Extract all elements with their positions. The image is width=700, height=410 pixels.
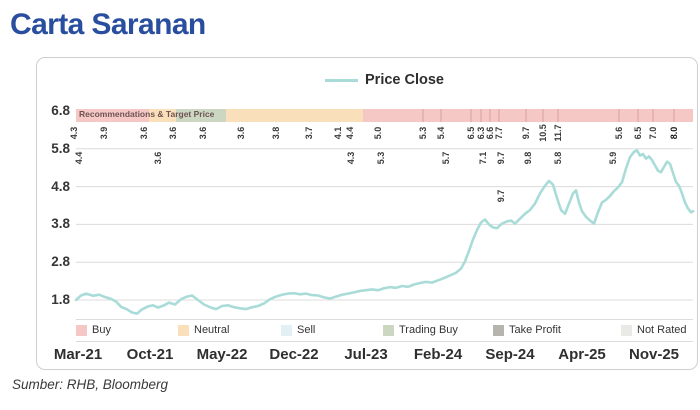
plot-area <box>74 106 695 320</box>
page-title: Carta Saranan <box>10 8 206 41</box>
target-price-label: 7.0 <box>648 126 658 140</box>
target-price-label: 6.5 <box>466 126 476 140</box>
rating-swatch <box>76 324 87 336</box>
target-price-label: 3.6 <box>236 126 246 140</box>
target-price-label: 4.3 <box>346 151 356 165</box>
target-price-label: 9.7 <box>521 126 531 140</box>
recommendations-band-label: Recommendations & Target Price <box>79 109 215 119</box>
target-price-label: 3.7 <box>304 126 314 140</box>
rating-legend-item-sell: Sell <box>281 324 315 336</box>
target-price-label: 5.9 <box>608 151 618 165</box>
target-price-label: 5.7 <box>441 151 451 165</box>
recommendation-band-segment <box>76 109 149 122</box>
x-axis-tick: Sep-24 <box>485 346 535 363</box>
target-price-label: 3.6 <box>153 151 163 165</box>
rating-label: Trading Buy <box>399 324 458 336</box>
legend-label: Price Close <box>365 72 444 88</box>
x-axis-tick: Mar-21 <box>53 346 103 363</box>
target-price-label: 4.4 <box>345 126 355 140</box>
target-price-label: 9.8 <box>523 151 533 165</box>
rating-label: Sell <box>297 324 316 336</box>
target-price-label: 3.6 <box>168 126 178 140</box>
chart-card: Price Close Recommendations & Target Pri… <box>36 57 698 370</box>
target-price-label: 5.3 <box>376 151 386 165</box>
x-axis-tick: Feb-24 <box>413 346 463 363</box>
ratings-legend: Buy Neutral Sell Trading Buy Take Profit Not … <box>76 319 693 342</box>
x-axis-tick: Jul-23 <box>344 346 388 363</box>
rating-legend-item-take-profit: Take Profit <box>493 324 561 336</box>
target-price-label: 5.0 <box>373 126 383 140</box>
y-axis-tick: 6.8 <box>51 103 70 118</box>
price-close-line-swatch <box>325 78 358 82</box>
target-price-label: 5.6 <box>614 126 624 140</box>
target-price-label: 5.3 <box>418 126 428 140</box>
price-chart-svg <box>74 109 695 315</box>
y-axis-tick: 1.8 <box>51 292 70 307</box>
target-price-label: 5.4 <box>436 126 446 140</box>
rating-swatch <box>383 324 394 336</box>
target-price-label: 3.6 <box>139 126 149 140</box>
target-price-label: 3.9 <box>99 126 109 140</box>
target-price-label: 4.3 <box>69 126 79 140</box>
target-price-label: 8.0 <box>669 126 679 140</box>
rating-label: Neutral <box>194 324 230 336</box>
rating-swatch <box>281 324 292 336</box>
target-price-label: 11.7 <box>553 124 563 142</box>
y-axis-tick: 2.8 <box>51 254 70 270</box>
rating-legend-item-buy: Buy <box>76 324 111 336</box>
rating-label: Not Rated <box>637 324 687 336</box>
target-price-label: 6.5 <box>633 126 643 140</box>
x-axis-tick: Nov-25 <box>628 346 680 363</box>
recommendation-band-segment <box>176 109 226 122</box>
rating-label: Buy <box>92 324 111 336</box>
x-axis-tick: Apr-25 <box>558 346 606 363</box>
target-price-label: 4.1 <box>333 126 343 140</box>
target-price-label: 3.6 <box>198 126 208 140</box>
recommendation-band-segment <box>149 109 176 122</box>
target-price-label: 7.1 <box>478 151 488 165</box>
rating-legend-item-not-rated: Not Rated <box>621 324 687 336</box>
price-close-line <box>74 148 695 315</box>
rating-legend-item-neutral: Neutral <box>178 324 229 336</box>
target-price-label: 9.7 <box>496 151 506 165</box>
rating-label: Take Profit <box>509 324 561 336</box>
y-axis-tick: 4.8 <box>51 178 70 194</box>
rating-swatch <box>621 324 632 336</box>
rating-swatch <box>493 324 504 336</box>
source-note: Sumber: RHB, Bloomberg <box>12 377 169 392</box>
rating-swatch <box>178 324 189 336</box>
target-price-label: 4.4 <box>74 151 84 165</box>
target-price-label: 3.8 <box>271 126 281 140</box>
y-axis-tick: 5.8 <box>51 140 70 156</box>
target-price-label: 5.8 <box>553 151 563 165</box>
target-price-label: 7.7 <box>494 126 504 140</box>
rating-legend-item-trading-buy: Trading Buy <box>383 324 458 336</box>
recommendation-band-segment <box>363 109 693 122</box>
x-axis-tick: Oct-21 <box>126 346 174 363</box>
x-axis-tick: Dec-22 <box>269 346 319 363</box>
target-price-label: 9.7 <box>496 189 506 203</box>
x-axis-tick: May-22 <box>196 346 248 363</box>
chart-legend: Price Close <box>76 70 693 90</box>
target-price-label: 10.5 <box>538 124 548 142</box>
y-axis-tick: 3.8 <box>51 216 70 232</box>
recommendation-band-segment <box>226 109 363 122</box>
